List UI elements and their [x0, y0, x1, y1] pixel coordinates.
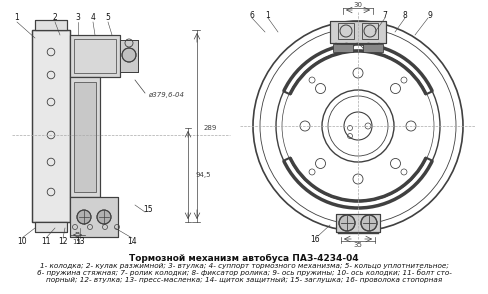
Text: 14: 14: [127, 238, 137, 246]
Bar: [362, 23, 378, 39]
Bar: [70, 197, 118, 237]
Bar: [35, 222, 67, 232]
Circle shape: [122, 48, 136, 62]
Bar: [70, 77, 100, 197]
Bar: [336, 214, 380, 232]
Text: ø379,6-04: ø379,6-04: [148, 92, 184, 98]
Bar: [35, 20, 67, 30]
Text: 15: 15: [73, 239, 81, 245]
Text: 1- колодка; 2- кулак разжимной; 3- втулка; 4- суппорт тормозного механизма; 5- к: 1- колодка; 2- кулак разжимной; 3- втулк…: [40, 263, 448, 269]
Bar: [120, 40, 138, 72]
Bar: [338, 23, 354, 39]
Text: порный; 12- втулка; 13- пресс-масленка; 14- щиток защитный; 15- заглушка; 16- пр: порный; 12- втулка; 13- пресс-масленка; …: [46, 277, 442, 283]
Text: 9: 9: [427, 11, 432, 19]
Text: 6: 6: [249, 11, 254, 19]
Bar: [70, 35, 120, 77]
Text: 35: 35: [354, 242, 363, 248]
Bar: [333, 44, 353, 52]
Text: 5: 5: [105, 14, 110, 23]
Bar: [35, 222, 67, 232]
Text: 4: 4: [91, 14, 96, 23]
Bar: [32, 30, 70, 222]
Text: 12: 12: [58, 238, 68, 246]
Text: 15: 15: [143, 206, 153, 215]
Text: 94,5: 94,5: [195, 172, 210, 178]
Bar: [363, 44, 383, 52]
Text: 2: 2: [53, 14, 58, 23]
Bar: [70, 77, 100, 197]
Circle shape: [97, 210, 111, 224]
Text: 16: 16: [310, 235, 320, 245]
Circle shape: [77, 210, 91, 224]
Bar: [32, 30, 70, 222]
Text: 6- пружина стяжная; 7- ролик колодки; 8- фиксатор ролика; 9- ось пружины; 10- ос: 6- пружина стяжная; 7- ролик колодки; 8-…: [37, 270, 451, 276]
Text: 10: 10: [17, 238, 27, 246]
Text: 3: 3: [76, 14, 81, 23]
Text: 11: 11: [41, 238, 51, 246]
Bar: [70, 197, 118, 237]
Text: 289: 289: [204, 125, 217, 131]
Text: 7: 7: [383, 11, 387, 19]
Bar: [35, 20, 67, 30]
Text: 8: 8: [403, 11, 407, 19]
Text: 13: 13: [75, 238, 85, 246]
Text: 1: 1: [265, 11, 270, 19]
Text: 30: 30: [353, 2, 363, 8]
Bar: [70, 35, 120, 77]
Bar: [330, 21, 386, 43]
Text: 1: 1: [15, 14, 20, 23]
Bar: [74, 39, 116, 73]
Circle shape: [361, 215, 377, 231]
Circle shape: [339, 215, 355, 231]
Bar: [330, 21, 386, 43]
Bar: [336, 214, 380, 232]
Bar: [120, 40, 138, 72]
Bar: [74, 82, 96, 192]
Text: Тормозной механизм автобуса ПАЗ-4234-04: Тормозной механизм автобуса ПАЗ-4234-04: [129, 253, 359, 263]
